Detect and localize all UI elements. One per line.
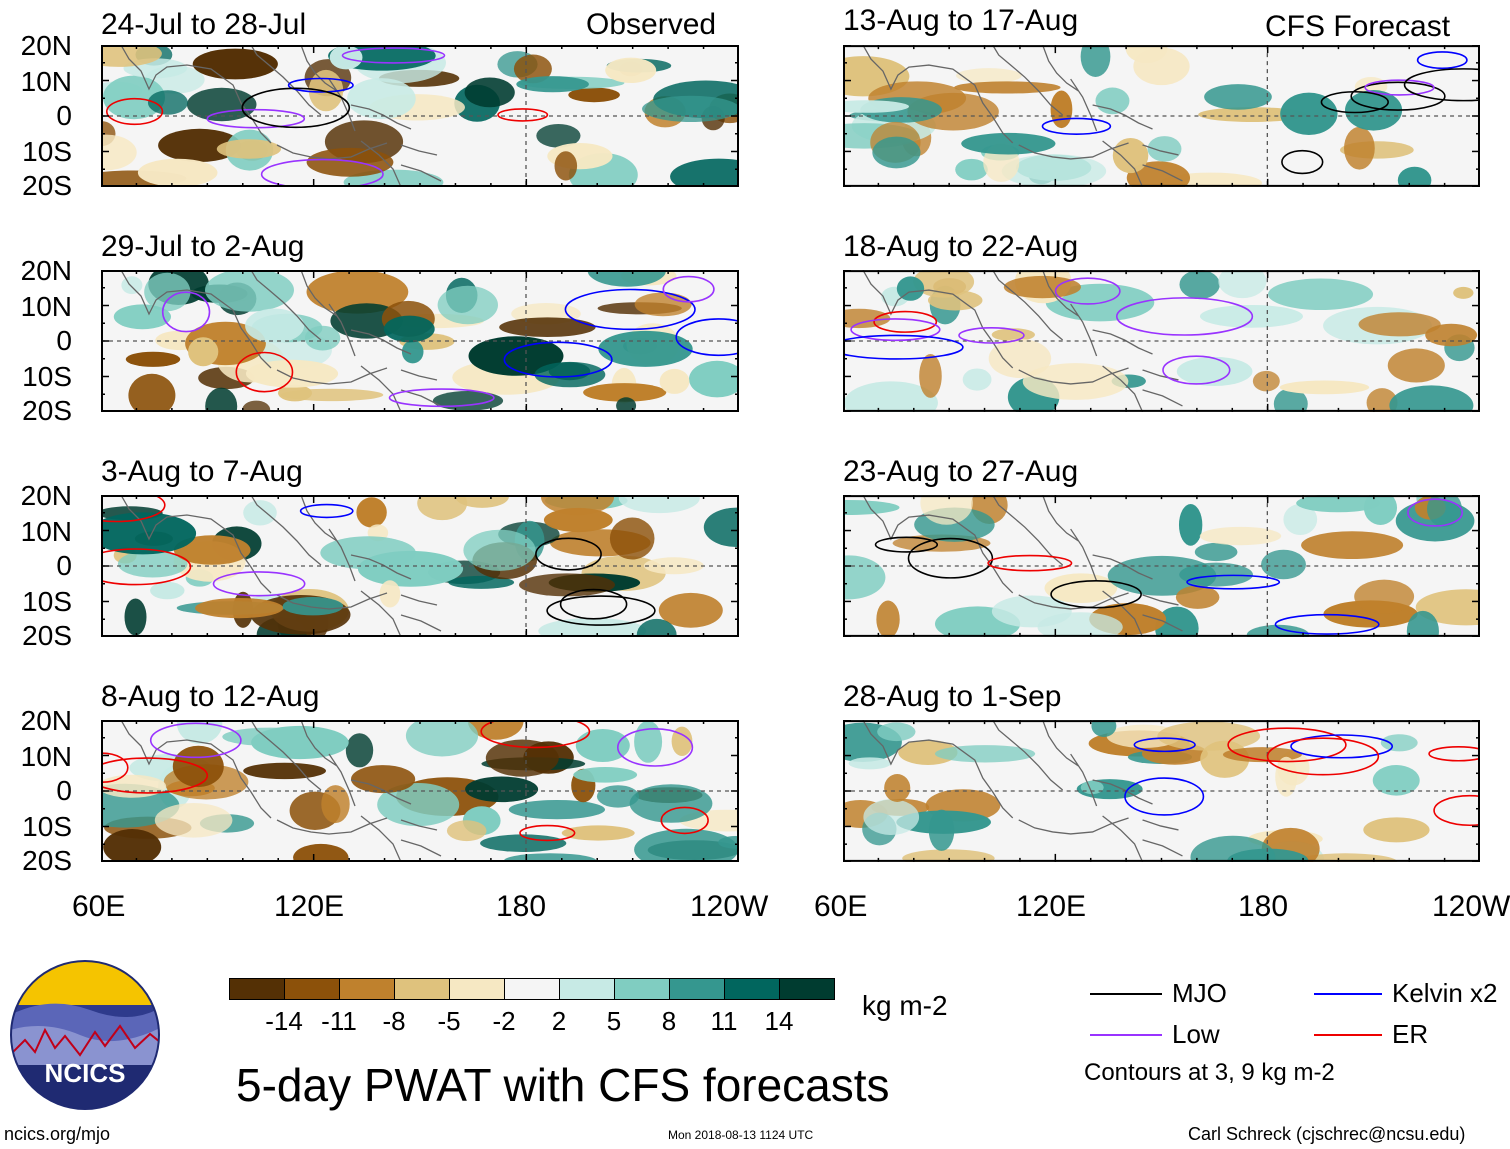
lat-label: 10N (20, 291, 72, 322)
lat-label: 10S (22, 586, 72, 617)
legend-swatch-low (1090, 1034, 1162, 1036)
lat-label: 20S (22, 620, 72, 651)
colorbar-cell (669, 978, 725, 1000)
lat-label: 10S (22, 811, 72, 842)
legend-swatch-kelvin (1314, 993, 1382, 995)
lat-label: 10S (22, 136, 72, 167)
lat-label: 20S (22, 170, 72, 201)
legend-label-mjo: MJO (1172, 978, 1227, 1008)
map-panel (101, 720, 739, 862)
lon-label: 120W (1432, 890, 1510, 923)
panel-title: 3-Aug to 7-Aug (101, 455, 303, 488)
lon-label: 180 (496, 890, 547, 923)
panel-title: 28-Aug to 1-Sep (843, 680, 1062, 713)
legend-label-er: ER (1392, 1019, 1429, 1049)
map-panel (843, 720, 1480, 862)
lon-label: 120W (690, 890, 769, 923)
lat-label: 10N (20, 516, 72, 547)
lon-label: 60E (72, 890, 126, 923)
colorbar-label: -2 (492, 1006, 516, 1036)
forecast-label: CFS Forecast (1265, 10, 1451, 43)
colorbar-label: 2 (551, 1006, 567, 1036)
colorbar-cell (779, 978, 835, 1000)
lon-label: 120E (1016, 890, 1087, 923)
colorbar-label: 11 (710, 1006, 738, 1036)
contour-note: Contours at 3, 9 kg m-2 (1084, 1059, 1335, 1086)
colorbar-cell (394, 978, 450, 1000)
panel-title: 24-Jul to 28-Jul (101, 8, 307, 41)
lat-label: 0 (56, 325, 72, 356)
footer-author: Carl Schreck (cjschrec@ncsu.edu) (1188, 1124, 1466, 1144)
map-panel (101, 45, 739, 187)
panel-title: 8-Aug to 12-Aug (101, 680, 320, 713)
legend-label-kelvin: Kelvin x2 (1392, 978, 1498, 1008)
footer-url[interactable]: ncics.org/mjo (4, 1124, 111, 1144)
lat-label: 20N (20, 480, 72, 511)
lon-label: 120E (274, 890, 345, 923)
lat-label: 20S (22, 845, 72, 876)
map-panel (843, 495, 1480, 637)
lat-label: 0 (56, 100, 72, 131)
colorbar-cell (724, 978, 780, 1000)
lat-label: 20N (20, 30, 72, 61)
lat-label: 10N (20, 66, 72, 97)
ncics-logo: NCICS (10, 960, 160, 1110)
colorbar-cell (284, 978, 340, 1000)
footer-timestamp: Mon 2018-08-13 1124 UTC (668, 1128, 814, 1142)
map-panel (101, 270, 739, 412)
figure-title: 5-day PWAT with CFS forecasts (236, 1059, 890, 1111)
lat-label: 0 (56, 550, 72, 581)
lat-label: 20S (22, 395, 72, 426)
logo-text: NCICS (45, 1058, 126, 1088)
colorbar-label: -5 (437, 1006, 461, 1036)
lat-label: 10N (20, 741, 72, 772)
panel-title: 13-Aug to 17-Aug (843, 4, 1079, 37)
colorbar-cell (559, 978, 615, 1000)
panel-title: 23-Aug to 27-Aug (843, 455, 1079, 488)
colorbar-label: 8 (661, 1006, 677, 1036)
lon-label: 60E (814, 890, 868, 923)
legend-swatch-mjo (1090, 993, 1162, 995)
panel-title: 29-Jul to 2-Aug (101, 230, 305, 263)
map-panel (843, 270, 1480, 412)
panel-title: 18-Aug to 22-Aug (843, 230, 1079, 263)
colorbar-cell (229, 978, 285, 1000)
lat-label: 10S (22, 361, 72, 392)
colorbar-cell (504, 978, 560, 1000)
colorbar-label: 14 (764, 1006, 794, 1036)
observed-label: Observed (586, 8, 717, 41)
lat-label: 0 (56, 775, 72, 806)
colorbar-cell (339, 978, 395, 1000)
map-panel (101, 495, 739, 637)
legend-swatch-er (1314, 1034, 1382, 1036)
lat-label: 20N (20, 705, 72, 736)
colorbar-cell (614, 978, 670, 1000)
colorbar-label: 5 (606, 1006, 622, 1036)
colorbar-cell (449, 978, 505, 1000)
map-panel (843, 45, 1480, 187)
legend-label-low: Low (1172, 1019, 1220, 1049)
colorbar-label: -8 (382, 1006, 406, 1036)
colorbar-unit: kg m-2 (862, 990, 948, 1021)
lon-label: 180 (1238, 890, 1289, 923)
lat-label: 20N (20, 255, 72, 286)
colorbar-label: -11 (321, 1006, 357, 1036)
colorbar-label: -14 (265, 1006, 303, 1036)
